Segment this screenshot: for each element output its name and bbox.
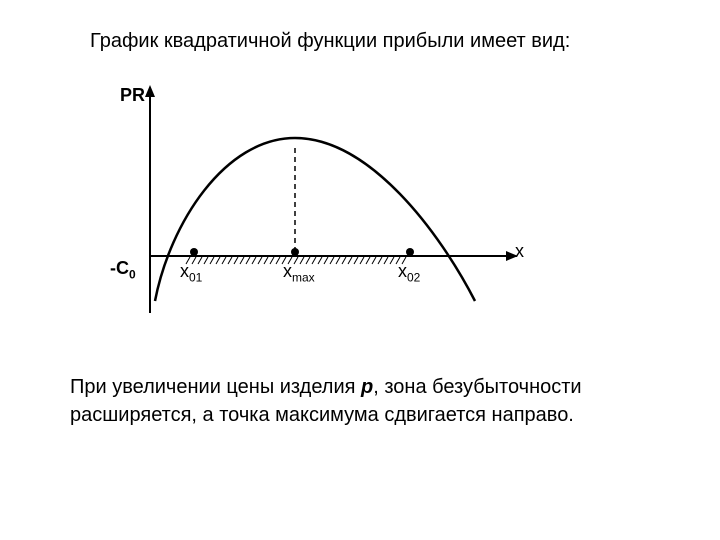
xmax-dot xyxy=(291,248,299,256)
page-title: График квадратичной функции прибыли имее… xyxy=(90,30,670,53)
x02-dot xyxy=(406,248,414,256)
y-axis-label: PR xyxy=(120,85,145,106)
y-axis-arrow xyxy=(145,85,155,97)
chart-svg xyxy=(70,83,550,333)
x02-label: x02 xyxy=(398,261,420,285)
parabola-curve xyxy=(155,138,475,301)
x-axis-label: x xyxy=(515,241,524,262)
profit-parabola-chart: PR x -C0 x01 xmax x02 xyxy=(70,83,550,333)
xmax-label: xmax xyxy=(283,261,315,285)
origin-label: -C0 xyxy=(110,258,136,282)
x01-dot xyxy=(190,248,198,256)
caption-text: При увеличении цены изделия p, зона безу… xyxy=(70,373,670,429)
x01-label: x01 xyxy=(180,261,202,285)
